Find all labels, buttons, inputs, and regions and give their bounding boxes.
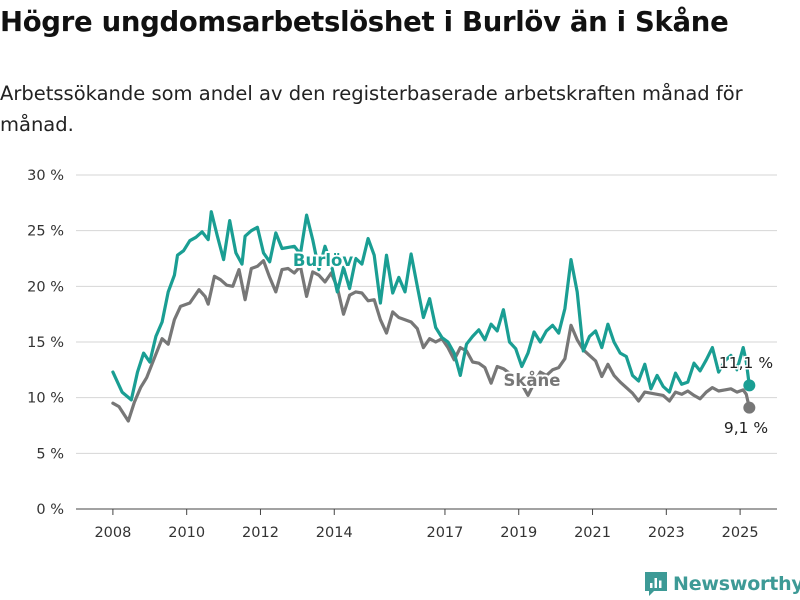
x-tick-label: 2012	[242, 525, 279, 541]
y-tick-label: 5 %	[36, 446, 64, 462]
newsworthy-logo: Newsworthy	[645, 570, 800, 598]
y-tick-label: 25 %	[27, 224, 64, 240]
y-tick-label: 20 %	[27, 279, 64, 295]
x-tick-label: 2019	[500, 525, 537, 541]
x-tick-label: 2023	[648, 525, 685, 541]
series-endpoint-skane	[743, 401, 756, 414]
end-value-label-burlov: 11,1 %	[719, 354, 773, 372]
series-label-skane: Skåne	[504, 371, 561, 390]
x-tick-label: 2008	[94, 525, 131, 541]
series-label-burlov: Burlöv	[293, 251, 353, 270]
x-tick-label: 2021	[574, 525, 611, 541]
series-line-burlov	[111, 210, 751, 402]
x-tick-label: 2017	[426, 525, 463, 541]
series-endpoint-burlov	[743, 379, 756, 392]
y-tick-label: 30 %	[27, 168, 64, 184]
chart-title: Högre ungdomsarbetslöshet i Burlöv än i …	[0, 6, 729, 38]
y-tick-label: 0 %	[36, 502, 64, 518]
x-tick-label: 2010	[168, 525, 205, 541]
y-tick-label: 15 %	[27, 335, 64, 351]
series-line-skane	[111, 259, 751, 423]
x-tick-label: 2025	[722, 525, 759, 541]
x-tick-label: 2014	[316, 525, 353, 541]
y-tick-label: 10 %	[27, 391, 64, 407]
chart-subtitle: Arbetssökande som andel av den registerb…	[0, 82, 743, 136]
end-value-label-skane: 9,1 %	[724, 419, 768, 437]
newsworthy-logo-text: Newsworthy	[673, 573, 800, 595]
newsworthy-logo-icon	[645, 572, 667, 596]
